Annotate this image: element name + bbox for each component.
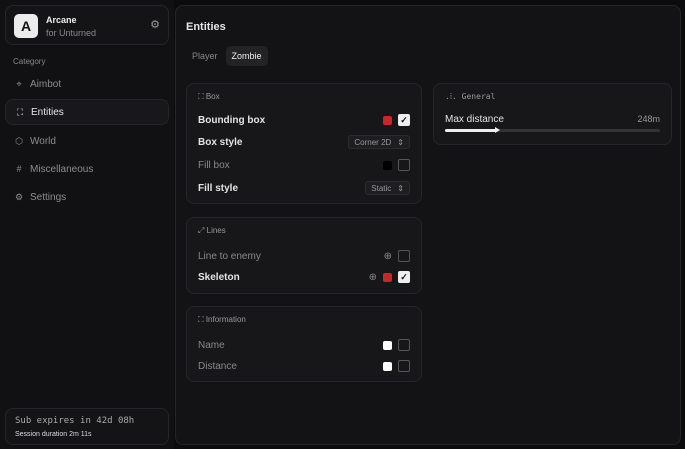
- max-distance-value: 248m: [637, 114, 660, 124]
- distance-row: Distance: [198, 358, 410, 374]
- name-label: Name: [198, 339, 225, 351]
- category-label: Category: [13, 57, 46, 66]
- max-distance-slider[interactable]: [445, 127, 660, 133]
- sidebar-item-miscellaneous[interactable]: # Miscellaneous: [5, 156, 169, 182]
- sidebar: A Arcane for Unturned ⚙ Category ⌖ Aimbot…: [0, 0, 174, 449]
- information-title: Information: [205, 315, 246, 324]
- box-style-row: Box style Corner 2D ⇕: [198, 134, 410, 150]
- fill-box-label: Fill box: [198, 159, 230, 171]
- grid-icon: #: [16, 164, 22, 174]
- sidebar-item-settings[interactable]: ⚙ Settings: [5, 184, 169, 210]
- sidebar-item-label: Settings: [30, 191, 67, 203]
- information-header: ⛶ Information: [198, 315, 246, 325]
- sidebar-item-label: Aimbot: [30, 78, 62, 90]
- information-card: ⛶ Information Name Distance: [186, 306, 422, 382]
- line-to-enemy-label: Line to enemy: [198, 250, 261, 262]
- info-icon: ⛶: [198, 315, 206, 324]
- distance-color[interactable]: [383, 361, 392, 371]
- scan-icon: ⛶: [16, 106, 24, 117]
- chevrons-icon: ⇕: [397, 137, 404, 147]
- app-subtitle: for Unturned: [46, 28, 97, 38]
- box-style-value: Corner 2D: [354, 137, 392, 147]
- distance-checkbox[interactable]: [398, 360, 410, 372]
- bounding-box-label: Bounding box: [198, 114, 266, 126]
- bounding-box-row: Bounding box ✓: [198, 112, 410, 128]
- fill-box-color[interactable]: [383, 160, 392, 170]
- sidebar-item-entities[interactable]: ⛶ Entities: [5, 99, 169, 125]
- lines-header: ⤢ Lines: [198, 226, 226, 236]
- chevrons-icon: ⇕: [397, 183, 404, 193]
- tab-player[interactable]: Player: [192, 51, 218, 61]
- target-icon[interactable]: ⊕: [383, 250, 392, 262]
- box-title: Box: [205, 92, 220, 101]
- entity-tabs: Player Zombie: [186, 46, 268, 66]
- skeleton-checkbox[interactable]: ✓: [398, 271, 410, 283]
- lines-title: Lines: [206, 226, 226, 235]
- box-style-select[interactable]: Corner 2D ⇕: [348, 135, 410, 149]
- general-card: .⁞. General Max distance 248m: [433, 83, 672, 145]
- fill-style-value: Static: [371, 183, 392, 193]
- sidebar-item-aimbot[interactable]: ⌖ Aimbot: [5, 71, 169, 97]
- max-distance-label: Max distance: [445, 113, 504, 125]
- box-style-label: Box style: [198, 136, 243, 148]
- sidebar-item-label: World: [30, 135, 56, 147]
- sliders-icon: .⁞.: [445, 92, 462, 101]
- fill-box-checkbox[interactable]: [398, 159, 410, 171]
- bounding-box-color[interactable]: [383, 115, 392, 125]
- line-to-enemy-checkbox[interactable]: [398, 250, 410, 262]
- name-checkbox[interactable]: [398, 339, 410, 351]
- settings-gear-icon[interactable]: ⚙: [150, 19, 160, 31]
- subscription-card: Sub expires in 42d 08h Session duration …: [5, 408, 169, 445]
- target-icon[interactable]: ⊕: [368, 271, 377, 283]
- app-name: Arcane: [46, 15, 77, 25]
- lines-card: ⤢ Lines Line to enemy ⊕ Skeleton ⊕ ✓: [186, 217, 422, 294]
- main-panel: Entities Player Zombie ⛶ Box Bounding bo…: [175, 5, 681, 445]
- fill-style-select[interactable]: Static ⇕: [365, 181, 410, 195]
- max-distance-row: Max distance 248m: [445, 111, 660, 127]
- skeleton-row: Skeleton ⊕ ✓: [198, 269, 410, 285]
- slider-fill[interactable]: [445, 127, 500, 133]
- app-logo: A: [14, 14, 38, 38]
- sidebar-item-label: Miscellaneous: [30, 163, 94, 175]
- bounding-box-checkbox[interactable]: ✓: [398, 114, 410, 126]
- fill-style-row: Fill style Static ⇕: [198, 180, 410, 196]
- distance-label: Distance: [198, 360, 237, 372]
- box-card: ⛶ Box Bounding box ✓ Box style Corner 2D ⇕ …: [186, 83, 422, 204]
- box-header: ⛶ Box: [198, 92, 220, 102]
- brand-card: A Arcane for Unturned ⚙: [5, 5, 169, 45]
- tab-zombie[interactable]: Zombie: [225, 46, 268, 66]
- skeleton-label: Skeleton: [198, 271, 240, 283]
- line-to-enemy-row: Line to enemy ⊕: [198, 248, 410, 264]
- fill-box-row: Fill box: [198, 157, 410, 173]
- fill-style-label: Fill style: [198, 182, 239, 194]
- box-icon: ⛶: [198, 92, 206, 101]
- sidebar-item-label: Entities: [31, 106, 64, 118]
- line-icon: ⤢: [198, 226, 207, 235]
- sidebar-item-world[interactable]: ⬡ World: [5, 128, 169, 154]
- crosshair-icon: ⌖: [16, 78, 22, 89]
- skeleton-color[interactable]: [383, 272, 392, 282]
- cube-icon: ⬡: [15, 135, 23, 146]
- general-header: .⁞. General: [445, 92, 495, 101]
- session-duration: Session duration 2m 11s: [15, 431, 92, 438]
- page-title: Entities: [186, 21, 226, 33]
- gear-icon: ⚙: [14, 191, 24, 202]
- subscription-expiry: Sub expires in 42d 08h: [15, 416, 135, 426]
- name-color[interactable]: [383, 340, 392, 350]
- name-row: Name: [198, 337, 410, 353]
- general-title: General: [461, 92, 496, 101]
